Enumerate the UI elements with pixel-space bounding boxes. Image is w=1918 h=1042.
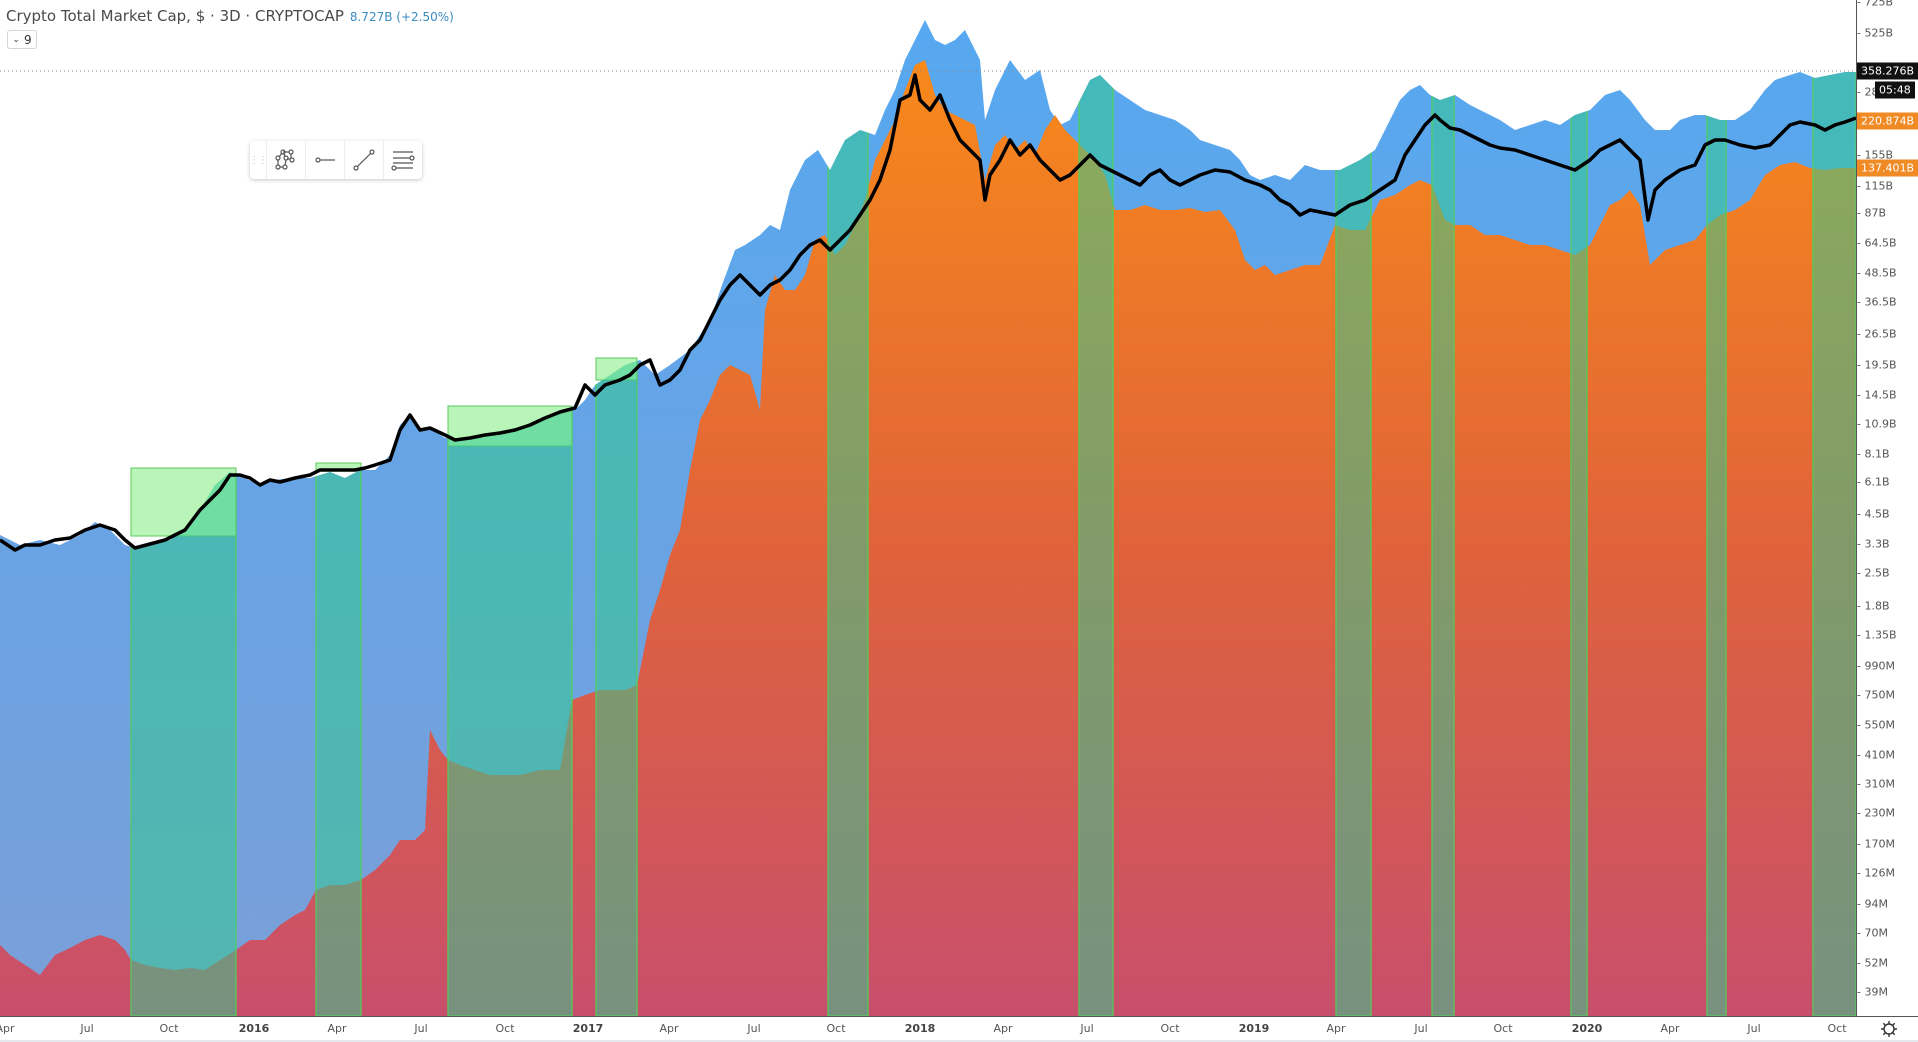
y-tick-label: - 52M bbox=[1857, 956, 1888, 970]
x-tick-label: Apr bbox=[0, 1022, 15, 1035]
y-tick-label: - 36.5B bbox=[1857, 295, 1897, 309]
pattern-icon bbox=[275, 149, 295, 170]
fib-retracement-button[interactable] bbox=[383, 141, 422, 179]
highlight-band[interactable] bbox=[595, 0, 638, 1016]
y-tick-label: - 87B bbox=[1857, 206, 1887, 220]
x-tick-label: Jul bbox=[414, 1022, 428, 1035]
y-tick-label: - 126M bbox=[1857, 866, 1895, 880]
y-tick-label: - 1.35B bbox=[1857, 628, 1897, 642]
trend-line-button[interactable] bbox=[344, 141, 383, 179]
highlight-band[interactable] bbox=[827, 0, 869, 1016]
y-tick-label: - 70M bbox=[1857, 926, 1888, 940]
y-tick-label: - 990M bbox=[1857, 659, 1895, 673]
x-tick-label: Oct bbox=[1160, 1022, 1180, 1035]
x-axis-line bbox=[0, 1016, 1918, 1017]
price-tag: 137.401B bbox=[1857, 159, 1918, 177]
y-tick-label: - 8.1B bbox=[1857, 447, 1890, 461]
y-tick-label: - 26.5B bbox=[1857, 327, 1897, 341]
x-tick-label: 2019 bbox=[1238, 1022, 1270, 1035]
y-tick-label: - 115B bbox=[1857, 179, 1894, 193]
collapse-indicators-button[interactable]: ⌄ 9 bbox=[7, 30, 37, 49]
y-tick-label: - 6.1B bbox=[1857, 475, 1890, 489]
x-tick-label: Jul bbox=[1747, 1022, 1761, 1035]
drawing-toolbar[interactable]: ⋮⋮ bbox=[249, 141, 422, 179]
y-tick-label: - 2.5B bbox=[1857, 566, 1890, 580]
highlight-band[interactable] bbox=[1335, 0, 1372, 1016]
highlight-band[interactable] bbox=[1078, 0, 1114, 1016]
chart-legend[interactable]: Crypto Total Market Cap, $ · 3D · CRYPTO… bbox=[6, 7, 454, 25]
y-tick-label: - 725B bbox=[1857, 0, 1894, 9]
indicator-count: 9 bbox=[23, 32, 32, 47]
y-tick-label: - 10.9B bbox=[1857, 417, 1897, 431]
x-tick-label: Jul bbox=[1414, 1022, 1428, 1035]
bottom-border bbox=[0, 1040, 1918, 1042]
x-tick-label: Apr bbox=[659, 1022, 679, 1035]
x-tick-label: Apr bbox=[993, 1022, 1013, 1035]
highlight-band[interactable] bbox=[1431, 0, 1455, 1016]
y-tick-label: - 19.5B bbox=[1857, 358, 1897, 372]
legend-value: 8.727B (+2.50%) bbox=[349, 10, 454, 24]
x-tick-label: Oct bbox=[159, 1022, 179, 1035]
x-tick-label: Oct bbox=[495, 1022, 515, 1035]
x-tick-label: Oct bbox=[1827, 1022, 1847, 1035]
horizontal-ray-icon bbox=[315, 157, 335, 163]
x-tick-label: 2017 bbox=[572, 1022, 604, 1035]
market-cap-line bbox=[0, 73, 1856, 552]
drag-handle-icon[interactable]: ⋮⋮ bbox=[249, 154, 268, 166]
y-tick-label: - 1.8B bbox=[1857, 599, 1890, 613]
y-axis-line bbox=[1856, 0, 1857, 1017]
y-tick-label: - 14.5B bbox=[1857, 388, 1897, 402]
price-tag: 220.874B bbox=[1857, 112, 1918, 130]
y-tick-label: - 3.3B bbox=[1857, 537, 1890, 551]
y-tick-label: - 94M bbox=[1857, 897, 1888, 911]
highlight-band[interactable] bbox=[1812, 0, 1856, 1016]
y-tick-label: - 48.5B bbox=[1857, 266, 1897, 280]
settings-gear-icon[interactable] bbox=[1879, 1019, 1899, 1039]
y-tick-label: - 28 bbox=[1857, 85, 1879, 99]
fib-retracement-icon bbox=[391, 151, 415, 171]
highlight-band[interactable] bbox=[1706, 0, 1727, 1016]
y-tick-label: - 525B bbox=[1857, 26, 1894, 40]
x-tick-label: Apr bbox=[1660, 1022, 1680, 1035]
x-tick-label: 2018 bbox=[904, 1022, 936, 1035]
y-tick-label: - 170M bbox=[1857, 837, 1895, 851]
x-tick-label: Oct bbox=[1493, 1022, 1513, 1035]
highlight-band[interactable] bbox=[1570, 0, 1588, 1016]
y-tick-label: - 410M bbox=[1857, 748, 1895, 762]
y-tick-label: - 64.5B bbox=[1857, 236, 1897, 250]
horizontal-ray-button[interactable] bbox=[305, 141, 344, 179]
y-tick-label: - 155B bbox=[1857, 148, 1894, 162]
y-tick-label: - 230M bbox=[1857, 806, 1895, 820]
chevron-down-icon: ⌄ bbox=[12, 34, 20, 45]
x-tick-label: Apr bbox=[327, 1022, 347, 1035]
y-tick-label: - 4.5B bbox=[1857, 507, 1890, 521]
x-tick-label: 2020 bbox=[1571, 1022, 1603, 1035]
highlight-band[interactable] bbox=[447, 0, 573, 1016]
y-tick-label: - 39M bbox=[1857, 985, 1888, 999]
legend-title: Crypto Total Market Cap, $ · 3D · CRYPTO… bbox=[6, 7, 344, 25]
pattern-tool-button[interactable] bbox=[266, 141, 305, 179]
x-tick-label: Jul bbox=[80, 1022, 94, 1035]
x-tick-label: Oct bbox=[826, 1022, 846, 1035]
x-tick-label: Jul bbox=[1080, 1022, 1094, 1035]
x-tick-label: Jul bbox=[747, 1022, 761, 1035]
price-tag: 358.276B bbox=[1857, 62, 1918, 80]
y-tick-label: - 550M bbox=[1857, 718, 1895, 732]
y-tick-label: - 310M bbox=[1857, 777, 1895, 791]
x-tick-label: Apr bbox=[1326, 1022, 1346, 1035]
x-tick-label: 2016 bbox=[238, 1022, 270, 1035]
trend-line-icon bbox=[353, 149, 375, 171]
price-tag: 05:48 bbox=[1875, 81, 1915, 99]
y-tick-label: - 750M bbox=[1857, 688, 1895, 702]
